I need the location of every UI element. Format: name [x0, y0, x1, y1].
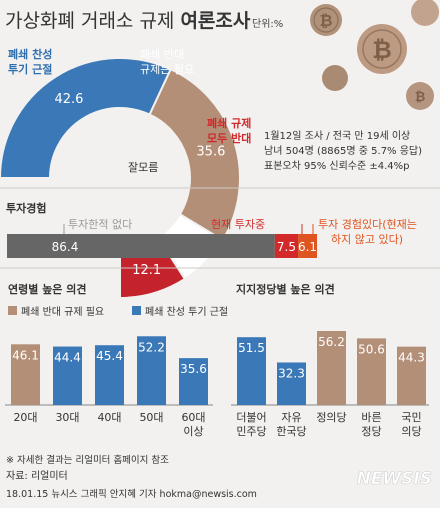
donut-value-label: 42.6 [54, 92, 83, 107]
invest-stacked-bar: 86.4 7.5 6.1 [7, 234, 317, 258]
bar-value-label: 44.4 [54, 351, 81, 365]
invest-bar-segment [7, 234, 275, 258]
bar-value-label: 44.3 [398, 351, 425, 365]
bar-value-label: 56.2 [318, 335, 345, 349]
bitcoin-coin-rim [313, 7, 339, 33]
unit-label: 단위:% [252, 17, 283, 30]
invest-current-label: 현재 투자중 [211, 218, 265, 231]
bitcoin-coin-rim [362, 29, 402, 69]
bar-category-label: 한국당 [276, 425, 306, 438]
invest-past-label-line2: 하지 않고 있다) [331, 232, 403, 246]
bar-value-label: 51.5 [238, 341, 265, 355]
bar-value-label: 46.1 [12, 348, 39, 362]
survey-line-3: 표본오차 95% 신뢰수준 ±4.4%p [264, 160, 410, 172]
both-oppose-label-line1: 폐쇄 규제 [207, 116, 251, 130]
bar-category-label: 정당 [361, 425, 381, 438]
newsis-logo: NEWSIS [357, 469, 432, 489]
bitcoin-coins-decoration: ₿ ₿ ₿ [310, 0, 439, 110]
bar-category-label: 자유 [281, 411, 301, 424]
survey-info: 1월12일 조사 / 전국 만 19세 이상 남녀 504명 (8865명 중 … [264, 130, 422, 172]
survey-line-1: 1월12일 조사 / 전국 만 19세 이상 [264, 130, 410, 142]
bitcoin-coin-icon [411, 0, 439, 26]
bitcoin-symbol-icon: ₿ [415, 90, 426, 105]
bar-support [277, 362, 306, 405]
donut-slice-oppose [148, 67, 241, 242]
invest-past-label-line1: 투자 경험있다(현재는 [318, 218, 417, 231]
party-section-title: 지지정당별 높은 의견 [236, 282, 335, 296]
bar-oppose [357, 338, 386, 405]
bar-support [137, 336, 166, 405]
bar-support [179, 358, 208, 405]
invest-value-label: 7.5 [277, 240, 296, 254]
invest-value-label: 86.4 [52, 240, 79, 254]
bar-category-label: 민주당 [236, 425, 266, 438]
bar-category-label: 50대 [139, 411, 163, 424]
bar-category-label: 40대 [97, 411, 121, 424]
bitcoin-coin-icon [406, 82, 434, 110]
bar-value-label: 45.4 [96, 349, 123, 363]
bar-oppose [11, 344, 40, 405]
oppose-label-line1: 폐쇄 반대 [140, 48, 184, 61]
page-title: 가상화폐 거래소 규제 여론조사 [5, 10, 251, 32]
bar-oppose [317, 331, 346, 405]
legend-oppose-label: 폐쇄 반대 규제 필요 [21, 306, 104, 318]
age-section-title: 연령별 높은 의견 [8, 282, 87, 296]
unsure-label: 잘모름 [128, 161, 158, 174]
donut-value-label: 12.1 [132, 263, 161, 278]
footer-note: ※ 자세한 결과는 리얼미터 홈페이지 참조 [6, 454, 169, 466]
bar-category-label: 이상 [183, 425, 203, 438]
bitcoin-symbol-icon: ₿ [319, 11, 332, 30]
survey-line-2: 남녀 504명 (8865명 중 5.7% 응답) [264, 145, 422, 157]
bar-support [237, 337, 266, 405]
invest-title: 투자경험 [6, 201, 46, 215]
bar-support [95, 345, 124, 405]
legend-oppose-swatch [8, 306, 17, 315]
bitcoin-symbol-icon: ₿ [372, 36, 392, 64]
bitcoin-coin-icon [322, 65, 348, 91]
bar-category-label: 30대 [55, 411, 79, 424]
invest-bar-segment [274, 234, 299, 258]
footer-credit: 18.01.15 뉴시스 그래픽 안지혜 기자 hokma@newsis.com [6, 488, 257, 500]
bitcoin-coin-icon [357, 24, 407, 74]
legend-support-label: 폐쇄 찬성 투기 근절 [145, 305, 228, 318]
bar-category-label: 더불어 [236, 411, 266, 424]
bar-category-label: 의당 [401, 425, 421, 438]
donut-slice-support [0, 57, 173, 179]
oppose-label-line2: 규제는 필요 [140, 63, 194, 76]
bar-value-label: 50.6 [358, 342, 385, 356]
bar-category-label: 20대 [13, 411, 37, 424]
invest-none-label: 투자한적 없다 [68, 218, 132, 231]
legend-support-swatch [132, 306, 141, 315]
bar-category-label: 국민 [401, 411, 421, 424]
bar-category-label: 60대 [181, 411, 205, 424]
support-label-line1: 폐쇄 찬성 [8, 47, 52, 61]
invest-value-label: 6.1 [298, 240, 317, 254]
support-label-line2: 투기 근절 [8, 62, 52, 76]
bar-category-label: 바른 [361, 411, 381, 424]
both-oppose-label-line2: 모두 반대 [207, 131, 251, 145]
invest-bar-segment [298, 234, 317, 258]
bitcoin-coin-icon [310, 4, 342, 36]
bar-value-label: 32.3 [278, 366, 305, 380]
bar-value-label: 35.6 [180, 362, 207, 376]
bar-value-label: 52.2 [138, 340, 165, 354]
bar-support [53, 346, 82, 405]
donut-value-label: 35.6 [196, 144, 225, 159]
footer-source: 자료: 리얼미터 [6, 470, 68, 482]
bar-oppose [397, 346, 426, 405]
bar-category-label: 정의당 [316, 411, 346, 424]
